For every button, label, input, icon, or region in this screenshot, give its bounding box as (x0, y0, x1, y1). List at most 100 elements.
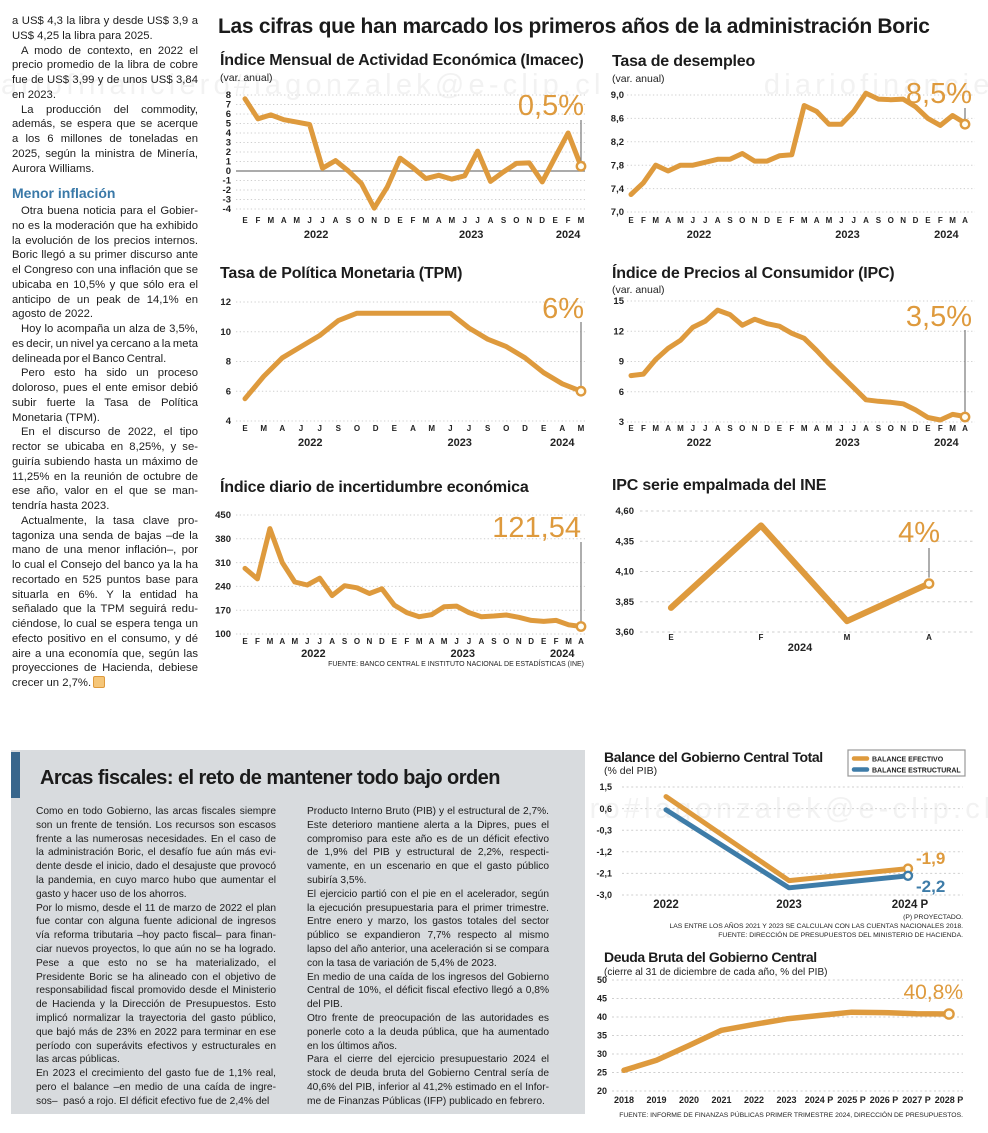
svg-text:2022: 2022 (653, 899, 679, 911)
svg-text:M: M (267, 216, 274, 225)
svg-text:4,60: 4,60 (616, 506, 635, 517)
svg-text:8: 8 (226, 90, 231, 101)
svg-text:N: N (900, 424, 906, 433)
svg-text:M: M (801, 216, 808, 225)
svg-text:-0,3: -0,3 (596, 825, 612, 835)
svg-text:O: O (888, 424, 894, 433)
svg-text:M: M (826, 216, 833, 225)
svg-text:2028 P: 2028 P (935, 1095, 964, 1105)
svg-text:N: N (752, 216, 758, 225)
svg-text:45: 45 (597, 994, 607, 1004)
svg-text:F: F (641, 216, 646, 225)
svg-text:F: F (566, 216, 571, 225)
svg-text:8,5%: 8,5% (906, 78, 972, 110)
svg-text:2024: 2024 (550, 437, 575, 449)
svg-text:S: S (501, 216, 507, 225)
svg-text:F: F (938, 216, 943, 225)
svg-text:450: 450 (215, 510, 231, 521)
svg-text:F: F (938, 424, 943, 433)
svg-text:J: J (317, 637, 321, 646)
svg-text:3,60: 3,60 (616, 627, 635, 638)
svg-text:M: M (652, 424, 659, 433)
svg-text:50: 50 (597, 975, 607, 985)
svg-text:7,8: 7,8 (611, 160, 624, 171)
svg-text:O: O (354, 424, 360, 433)
svg-text:8,2: 8,2 (611, 137, 624, 148)
svg-text:FUENTE: BANCO CENTRAL E INSTIT: FUENTE: BANCO CENTRAL E INSTITUTO NACION… (328, 659, 584, 668)
svg-text:6: 6 (226, 109, 231, 120)
svg-text:A: A (429, 637, 435, 646)
svg-text:3: 3 (226, 138, 231, 149)
svg-text:D: D (384, 216, 390, 225)
svg-text:M: M (423, 216, 430, 225)
svg-text:J: J (454, 637, 458, 646)
svg-text:BALANCE EFECTIVO: BALANCE EFECTIVO (872, 757, 944, 764)
svg-text:S: S (876, 424, 882, 433)
svg-text:M: M (441, 637, 448, 646)
svg-text:S: S (485, 424, 491, 433)
svg-text:J: J (317, 424, 321, 433)
svg-text:M: M (801, 424, 808, 433)
svg-text:9,0: 9,0 (611, 90, 624, 101)
svg-text:3,5%: 3,5% (906, 301, 972, 333)
svg-text:2022: 2022 (298, 437, 322, 449)
svg-text:M: M (260, 424, 267, 433)
svg-text:240: 240 (215, 582, 231, 593)
svg-text:M: M (267, 637, 274, 646)
svg-text:2019: 2019 (646, 1095, 666, 1105)
svg-text:6: 6 (226, 386, 231, 397)
svg-text:O: O (888, 216, 894, 225)
svg-text:J: J (703, 424, 707, 433)
svg-text:A: A (479, 637, 485, 646)
svg-text:25: 25 (597, 1068, 607, 1078)
svg-text:40: 40 (597, 1012, 607, 1022)
svg-text:FUENTE: DIRECCIÓN DE PRESUPUES: FUENTE: DIRECCIÓN DE PRESUPUESTOS DEL MI… (718, 930, 963, 939)
svg-text:J: J (462, 216, 466, 225)
svg-text:F: F (255, 216, 260, 225)
svg-text:-4: -4 (223, 204, 232, 215)
svg-text:2023: 2023 (447, 437, 471, 449)
svg-text:4%: 4% (898, 517, 940, 549)
svg-text:2023: 2023 (835, 229, 859, 241)
svg-text:2027 P: 2027 P (902, 1095, 931, 1105)
svg-text:E: E (777, 216, 783, 225)
svg-text:Índice Mensual de Actividad Ec: Índice Mensual de Actividad Económica (I… (220, 50, 584, 69)
svg-text:O: O (358, 216, 364, 225)
svg-text:20: 20 (597, 1086, 607, 1096)
svg-text:-3: -3 (223, 195, 231, 206)
svg-text:J: J (475, 216, 479, 225)
svg-text:A: A (329, 637, 335, 646)
svg-text:12: 12 (613, 326, 624, 337)
svg-text:-2: -2 (223, 185, 231, 196)
svg-text:4,10: 4,10 (616, 567, 635, 578)
svg-text:A: A (559, 424, 565, 433)
svg-text:S: S (342, 637, 348, 646)
svg-text:4: 4 (226, 128, 232, 139)
svg-text:M: M (949, 216, 956, 225)
svg-text:2020: 2020 (679, 1095, 699, 1105)
svg-text:E: E (553, 216, 559, 225)
svg-text:M: M (677, 424, 684, 433)
svg-text:A: A (333, 216, 339, 225)
svg-text:2024: 2024 (934, 437, 959, 449)
svg-text:S: S (491, 637, 497, 646)
svg-text:J: J (467, 424, 471, 433)
svg-text:4,35: 4,35 (616, 537, 635, 548)
svg-text:(% del PIB): (% del PIB) (604, 765, 657, 777)
svg-text:J: J (851, 424, 855, 433)
svg-text:J: J (839, 216, 843, 225)
svg-text:4: 4 (226, 416, 232, 427)
svg-text:-2,1: -2,1 (596, 869, 612, 879)
svg-text:F: F (255, 637, 260, 646)
svg-text:2023: 2023 (776, 1095, 796, 1105)
svg-text:A: A (410, 424, 416, 433)
svg-text:M: M (428, 424, 435, 433)
svg-text:A: A (665, 216, 671, 225)
svg-text:Deuda Bruta del Gobierno Centr: Deuda Bruta del Gobierno Central (604, 949, 817, 965)
svg-text:E: E (925, 216, 931, 225)
svg-text:J: J (467, 637, 471, 646)
svg-text:M: M (578, 424, 585, 433)
svg-text:S: S (727, 216, 733, 225)
svg-text:E: E (541, 424, 547, 433)
svg-text:2023: 2023 (776, 899, 802, 911)
